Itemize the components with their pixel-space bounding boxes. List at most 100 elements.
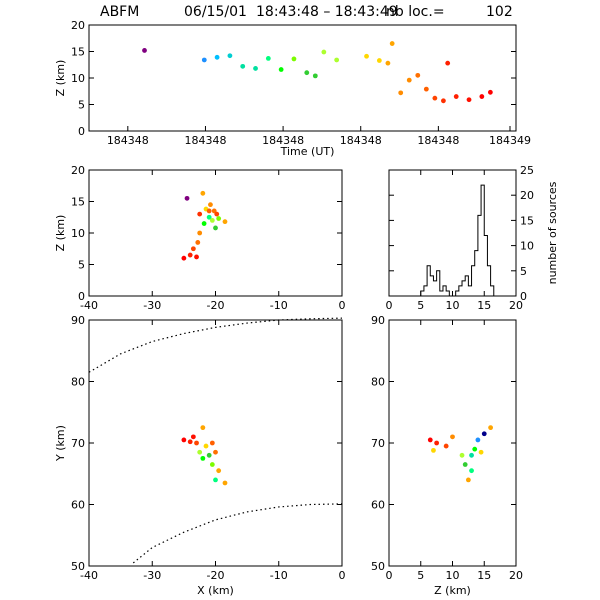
- x-y-point: [209, 440, 215, 446]
- x-z-point: [216, 216, 222, 221]
- height-histogram-ytick-label: 20: [520, 189, 534, 202]
- x-y-point: [203, 443, 209, 449]
- time-height-point: [398, 90, 404, 96]
- time-height-xtick-label: 184348: [107, 134, 149, 147]
- height-histogram-frame: [388, 169, 517, 297]
- x-y-ytick-label: 70: [71, 437, 85, 450]
- x-z-point: [197, 211, 203, 217]
- x-y-frame: [88, 319, 343, 567]
- time-height-point: [201, 57, 207, 63]
- title-date: 06/15/01: [184, 4, 247, 20]
- x-z-point: [184, 195, 190, 201]
- z-y-ytick-label: 80: [371, 376, 385, 389]
- height-histogram-xtick-label: 10: [446, 299, 460, 312]
- time-height-ytick-label: 20: [71, 19, 85, 32]
- z-y-point: [443, 443, 449, 449]
- x-y-xtick-label: -10: [270, 569, 288, 582]
- time-height-point: [453, 94, 459, 99]
- x-z-xtick-label: -40: [80, 299, 98, 312]
- time-height-point: [487, 89, 493, 95]
- x-z-ylabel: Z (km): [54, 215, 67, 252]
- x-y-ytick-label: 80: [71, 376, 85, 389]
- x-z-ytick-label: 20: [71, 164, 85, 177]
- x-z-point: [197, 230, 203, 236]
- time-height-point: [445, 60, 451, 66]
- time-height-ylabel: Z (km): [54, 60, 67, 97]
- time-height-point: [441, 98, 446, 104]
- time-height-xlabel: Time (UT): [280, 145, 335, 158]
- height-histogram-xtick-label: 0: [386, 299, 393, 312]
- x-z-xtick-label: -20: [207, 299, 225, 312]
- z-y-point: [472, 446, 478, 452]
- z-y-point: [431, 447, 436, 453]
- x-y-range-boundary: [132, 503, 343, 564]
- time-height-point: [227, 53, 233, 59]
- time-height-ytick-label: 10: [71, 72, 85, 85]
- x-z-point: [201, 221, 207, 226]
- x-y-point: [197, 449, 203, 455]
- z-y-ytick-label: 90: [371, 314, 385, 327]
- z-y-xtick-label: 10: [446, 569, 460, 582]
- x-z-ytick-label: 5: [78, 259, 85, 272]
- x-y-xtick-label: 0: [339, 569, 346, 582]
- z-y-point: [469, 468, 474, 474]
- z-y-xtick-label: 20: [509, 569, 523, 582]
- z-y-point: [488, 425, 493, 431]
- z-y-ytick-label: 70: [371, 437, 385, 450]
- x-y-ytick-label: 60: [71, 499, 85, 512]
- time-height-point: [406, 77, 412, 83]
- time-height-ytick-label: 15: [71, 46, 85, 59]
- x-y-xtick-label: -40: [80, 569, 98, 582]
- x-y-point: [213, 449, 218, 455]
- title-time-range: 18:43:48 – 18:43:49: [256, 4, 398, 20]
- time-height-point: [142, 48, 147, 53]
- x-z-point: [200, 190, 206, 196]
- x-y-point: [222, 480, 228, 486]
- time-height-point: [334, 57, 340, 63]
- x-z-xtick-label: -10: [270, 299, 288, 312]
- z-y-point: [427, 437, 433, 443]
- time-height-point: [291, 56, 297, 62]
- time-height-xtick-label: 184348: [262, 134, 304, 147]
- x-y-point: [181, 437, 187, 443]
- height-histogram-steps: [420, 184, 497, 297]
- z-y-point: [481, 431, 487, 437]
- time-height-point: [321, 49, 327, 55]
- x-y-point: [194, 440, 199, 446]
- x-z-point: [214, 211, 220, 217]
- title-loc-count: 102: [486, 4, 513, 20]
- time-height-ytick-label: 0: [78, 125, 85, 138]
- height-histogram-ytick-label: 25: [520, 164, 534, 177]
- x-z-point: [195, 240, 201, 245]
- z-y-point: [465, 477, 471, 483]
- height-histogram-xtick-label: 5: [417, 299, 424, 312]
- x-z-point: [194, 254, 199, 260]
- x-y-point: [206, 452, 212, 458]
- z-y-xtick-label: 15: [477, 569, 491, 582]
- z-y-point: [450, 434, 455, 440]
- x-y-point: [187, 439, 193, 445]
- x-y-point: [200, 425, 206, 431]
- z-y-point: [469, 452, 474, 458]
- z-y-xtick-label: 0: [386, 569, 393, 582]
- x-z-ytick-label: 10: [71, 227, 85, 240]
- x-z-ytick-label: 15: [71, 196, 85, 209]
- x-z-point: [208, 202, 213, 208]
- z-y-point: [478, 449, 484, 455]
- height-histogram-ytick-label: 5: [520, 265, 527, 278]
- title-loc-label: nb loc.=: [386, 4, 445, 20]
- z-y-point: [434, 440, 440, 446]
- x-y-ytick-label: 90: [71, 314, 85, 327]
- plots-layer: 184348 184348 184348 184348 184348 184349 0 5 10…: [54, 19, 559, 597]
- time-height-point: [466, 97, 472, 103]
- z-y-point: [475, 437, 481, 443]
- z-y-point: [462, 462, 468, 467]
- x-y-ytick-label: 50: [71, 560, 85, 573]
- time-height-point: [479, 94, 485, 99]
- height-histogram-xtick-label: 15: [477, 299, 491, 312]
- time-height-frame: [88, 24, 517, 132]
- x-y-xtick-label: -30: [143, 569, 161, 582]
- z-y-xtick-label: 5: [417, 569, 424, 582]
- time-height-point: [304, 70, 310, 76]
